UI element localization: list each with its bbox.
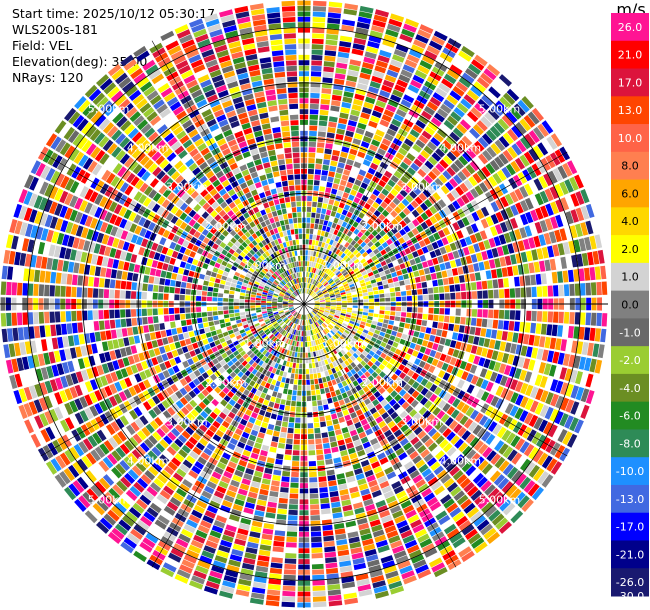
colorbar-segment — [611, 540, 649, 569]
elevation-label: Elevation(deg): 35.00 — [12, 54, 148, 69]
colorbar-segment — [611, 429, 649, 458]
velocity-cells-12 — [3, 3, 594, 603]
range-ring-label: 5.00km — [479, 493, 521, 506]
range-ring-label: 3.00km — [400, 415, 442, 428]
colorbar-segment — [611, 40, 649, 70]
azimuth-spoke — [40, 151, 305, 305]
colorbar-segment — [611, 235, 649, 264]
colorbar-tick-label: -6.0 — [619, 410, 640, 423]
range-ring-label: 2.00km — [205, 376, 247, 389]
colorbar-segment — [611, 512, 649, 541]
colorbar-tick-label: 1.0 — [621, 271, 639, 284]
range-ring-label: 1.00km — [244, 259, 286, 272]
velocity-cells-8 — [6, 5, 600, 605]
colorbar-segment — [611, 484, 649, 514]
colorbar-segment — [611, 346, 649, 375]
azimuth-spoke — [303, 303, 457, 568]
velocity-cells-10 — [5, 9, 608, 601]
azimuth-spoke — [303, 303, 568, 457]
colorbar-tick-label: -26.0 — [616, 576, 644, 589]
colorbar-tick-label: 6.0 — [621, 187, 639, 200]
range-ring-label: 1.00km — [322, 259, 364, 272]
azimuth-spoke — [40, 303, 305, 457]
colorbar-tick-label: -8.0 — [619, 437, 640, 450]
range-ring-label: 5.00km — [88, 493, 130, 506]
colorbar-segment — [611, 207, 649, 236]
colorbar-segment — [611, 13, 649, 42]
start-time-label: Start time: 2025/10/12 05:30:17 — [12, 6, 216, 21]
colorbar-tick-label: 0.0 — [621, 299, 639, 312]
colorbar-segment — [611, 401, 649, 430]
colorbar-segment — [611, 318, 649, 347]
colorbar-tick-label: -21.0 — [616, 548, 644, 561]
colorbar-tick-label: -17.0 — [616, 521, 644, 534]
range-ring-label: 1.00km — [322, 337, 364, 350]
info-panel: Start time: 2025/10/12 05:30:17 WLS200s-… — [12, 6, 215, 86]
instrument-label: WLS200s-181 — [12, 22, 98, 37]
colorbar-segment — [611, 373, 649, 403]
range-ring-label: 3.00km — [166, 415, 208, 428]
ppi-plot: 1.00km 1.00km 1.00km 1.00km 2.00km 2.00km 2.00… — [0, 0, 608, 608]
colorbar-segment — [611, 290, 649, 319]
colorbar-segment — [611, 179, 649, 208]
colorbar-tick-label: -1.0 — [619, 326, 640, 339]
range-ring-label: 4.00km — [127, 142, 169, 155]
colorbar-tick-label: -10.0 — [616, 465, 644, 478]
colorbar-segment — [611, 262, 649, 292]
azimuth-spoke — [303, 40, 457, 305]
colorbar-segment — [611, 568, 649, 597]
azimuth-spoke — [151, 40, 305, 305]
colorbar-segment — [611, 96, 649, 125]
range-ring-label: 4.00km — [127, 454, 169, 467]
colorbar-tick-label: -13.0 — [616, 493, 644, 506]
range-ring-label: 2.00km — [361, 220, 403, 233]
field-label: Field: VEL — [12, 38, 73, 53]
colorbar-tick-label: -30.0 — [616, 590, 644, 603]
velocity-cells-20 — [24, 8, 602, 591]
colorbar-segment — [611, 457, 649, 486]
colorbar-tick-label: -4.0 — [619, 382, 640, 395]
range-ring-label: 3.00km — [166, 181, 208, 194]
velocity-cells-13 — [14, 0, 603, 602]
colorbar-segment — [611, 124, 649, 153]
range-ring-label: 1.00km — [244, 337, 286, 350]
colorbar-tick-label: 17.0 — [618, 76, 643, 89]
range-ring-label: 2.00km — [361, 376, 403, 389]
colorbar: 26.0 21.0 17.0 13.0 10.0 8.0 6.0 4.0 2.0 1.0 0.0 -1… — [611, 13, 649, 603]
range-ring-label: 2.00km — [205, 220, 247, 233]
colorbar-segment — [611, 151, 649, 181]
colorbar-tick-label: 4.0 — [621, 215, 639, 228]
azimuth-spoke — [303, 151, 568, 305]
colorbar-tick-label: 26.0 — [618, 21, 643, 34]
range-ring-label: 5.00km — [88, 103, 130, 116]
velocity-cells-18 — [8, 14, 608, 607]
range-ring-label: 3.00km — [400, 181, 442, 194]
colorbar-tick-label: 2.0 — [621, 243, 639, 256]
range-ring-label: 4.00km — [440, 142, 482, 155]
azimuth-spoke — [151, 303, 305, 568]
range-ring-label: 5.00km — [479, 103, 521, 116]
range-ring-label: 4.00km — [440, 454, 482, 467]
colorbar-tick-label: 21.0 — [618, 49, 643, 62]
colorbar-segment — [611, 68, 649, 97]
colorbar-tick-label: -2.0 — [619, 354, 640, 367]
colorbar-tick-label: 10.0 — [618, 132, 643, 145]
colorbar-tick-label: 13.0 — [618, 104, 643, 117]
colorbar-tick-label: 8.0 — [621, 160, 639, 173]
nrays-label: NRays: 120 — [12, 70, 84, 85]
